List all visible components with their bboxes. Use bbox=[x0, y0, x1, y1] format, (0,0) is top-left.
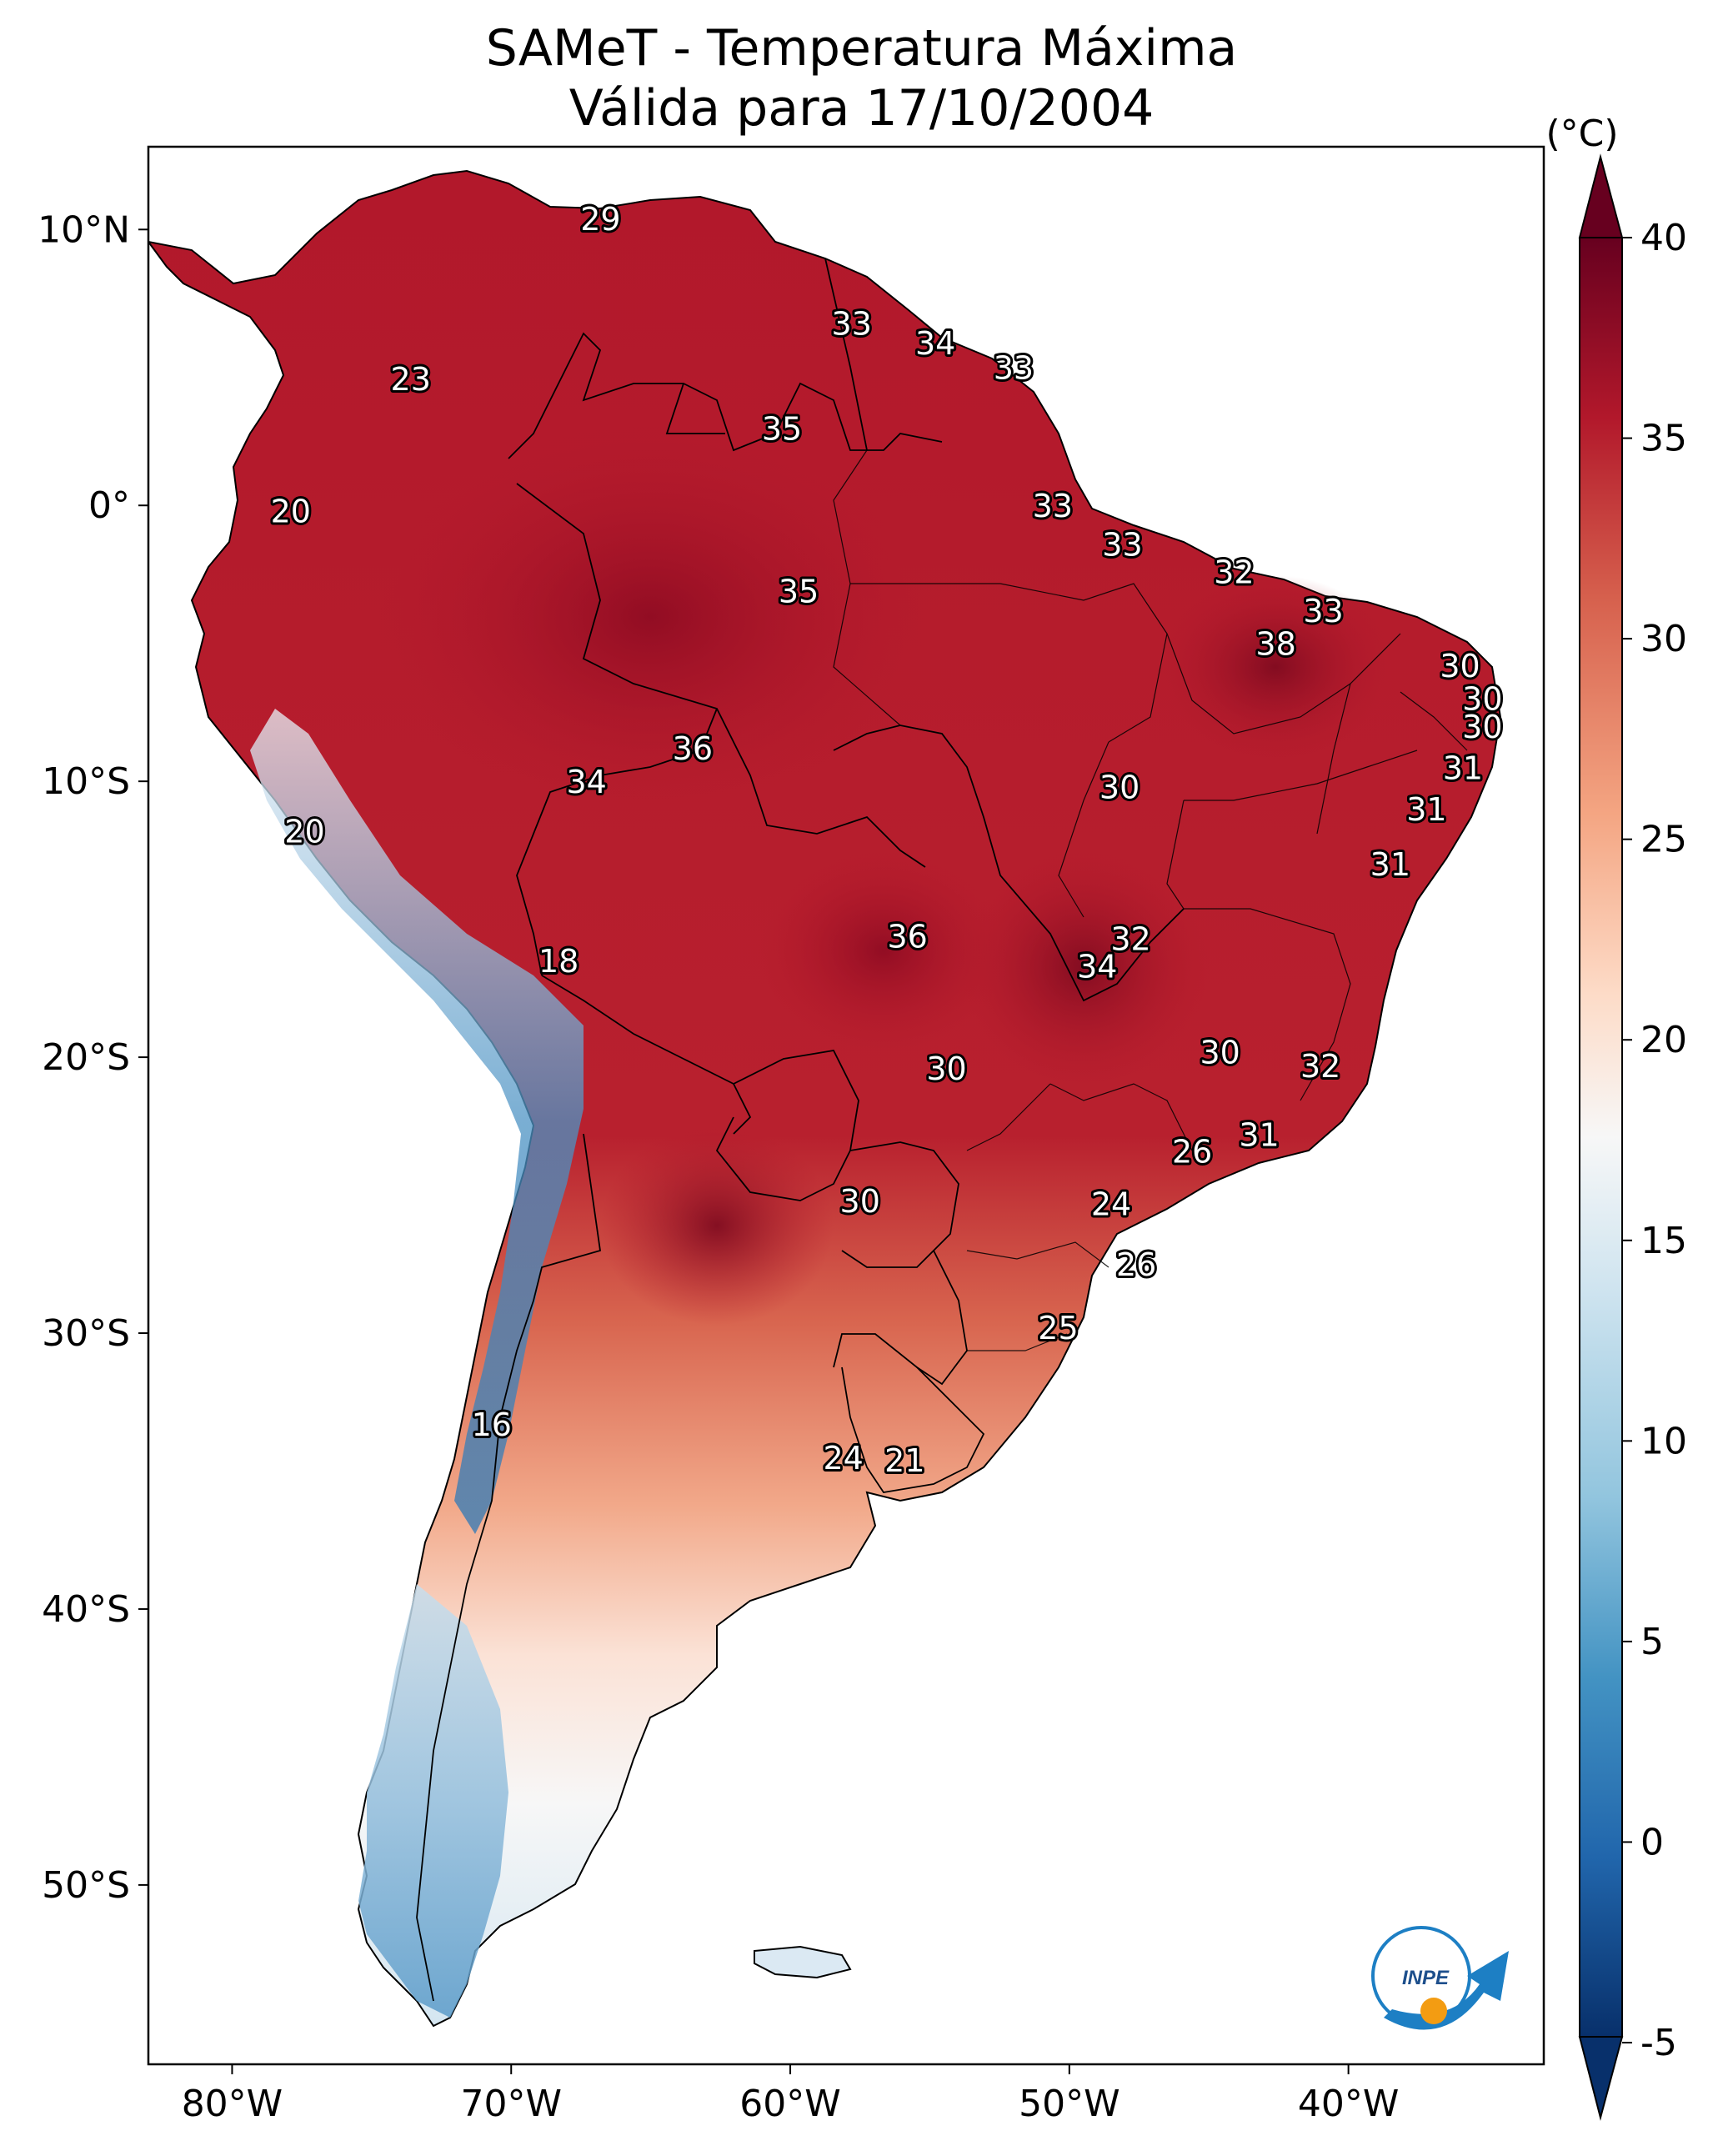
contour-label: 33 bbox=[832, 306, 872, 343]
colorbar-ticks: 40 35 30 25 20 15 10 5 0 -5 bbox=[1622, 217, 1687, 2064]
contour-label: 16 bbox=[472, 1406, 512, 1443]
contour-label: 33 bbox=[994, 350, 1034, 387]
colorbar-tick-label: 35 bbox=[1640, 418, 1687, 460]
contour-label: 20 bbox=[271, 494, 311, 530]
contour-label: 35 bbox=[779, 574, 819, 610]
contour-label: 30 bbox=[1462, 681, 1502, 718]
falkland-islands bbox=[754, 1945, 852, 1979]
contour-label: 31 bbox=[1406, 791, 1446, 828]
contour-label: 30 bbox=[1440, 648, 1480, 684]
contour-label: 18 bbox=[538, 943, 579, 980]
contour-label: 31 bbox=[1239, 1117, 1279, 1154]
contour-label: 32 bbox=[1214, 554, 1254, 590]
contour-label: 38 bbox=[1255, 625, 1295, 662]
lat-tick-label: 50°S bbox=[42, 1864, 130, 1907]
inpe-logo: INPE bbox=[1371, 1926, 1509, 2030]
logo-arrow-icon bbox=[1384, 1951, 1509, 2030]
contour-label: 30 bbox=[1099, 770, 1139, 806]
colorbar-tick-label: 40 bbox=[1640, 217, 1687, 259]
colorbar-tick-label: 25 bbox=[1640, 819, 1687, 861]
temperature-field bbox=[148, 147, 1544, 2064]
lon-tick-label: 70°W bbox=[460, 2083, 562, 2125]
contour-label: 33 bbox=[1102, 526, 1142, 563]
lat-tick-label: 30°S bbox=[42, 1312, 130, 1355]
colorbar-tick-label: 0 bbox=[1640, 1821, 1664, 1863]
patagonia-cool-band bbox=[358, 1584, 508, 2018]
contour-label: 31 bbox=[1370, 846, 1410, 883]
colorbar-unit: (°C) bbox=[1545, 113, 1618, 155]
title-line-2: Válida para 17/10/2004 bbox=[568, 79, 1155, 138]
colorbar-tick-label: -5 bbox=[1640, 2022, 1677, 2064]
contour-label: 20 bbox=[284, 814, 324, 850]
longitude-ticks: 80°W 70°W 60°W 50°W 40°W bbox=[182, 2064, 1400, 2125]
logo-text: INPE bbox=[1402, 1967, 1450, 1989]
contour-label: 34 bbox=[1077, 949, 1117, 985]
colorbar-scale bbox=[1579, 237, 1623, 2038]
contour-label: 31 bbox=[1443, 750, 1483, 786]
contour-label: 35 bbox=[762, 410, 802, 447]
contour-label: 34 bbox=[566, 764, 606, 800]
lat-tick-label: 40°S bbox=[42, 1588, 130, 1631]
colorbar-tick-label: 20 bbox=[1640, 1019, 1687, 1061]
lon-tick-label: 60°W bbox=[739, 2083, 841, 2125]
colorbar-tick-label: 5 bbox=[1640, 1621, 1664, 1663]
map-title: SAMeT - Temperatura Máxima Válida para 1… bbox=[0, 18, 1723, 138]
lat-tick-label: 10°S bbox=[42, 760, 130, 803]
colorbar-tick-label: 10 bbox=[1640, 1420, 1687, 1462]
lat-tick-label: 20°S bbox=[42, 1036, 130, 1079]
contour-label: 36 bbox=[673, 730, 713, 767]
contour-label: 33 bbox=[1033, 488, 1073, 524]
lon-tick-label: 40°W bbox=[1298, 2083, 1400, 2125]
contour-label: 32 bbox=[1300, 1048, 1340, 1085]
contour-label: 36 bbox=[887, 918, 927, 955]
logo-sun-icon bbox=[1420, 1998, 1447, 2024]
lon-tick-label: 80°W bbox=[182, 2083, 283, 2125]
colorbar: (°C) 40 35 30 25 20 15 10 5 0 -5 bbox=[1545, 113, 1687, 2121]
contour-label: 25 bbox=[1038, 1310, 1078, 1346]
colorbar-max-arrow bbox=[1578, 153, 1624, 238]
colorbar-tick-label: 30 bbox=[1640, 618, 1687, 660]
contour-label: 26 bbox=[1172, 1133, 1212, 1170]
contour-label: 30 bbox=[1462, 709, 1502, 745]
contour-label: 33 bbox=[1303, 593, 1343, 629]
contour-label: 26 bbox=[1116, 1246, 1156, 1283]
country-borders bbox=[416, 258, 1185, 2002]
lon-tick-label: 50°W bbox=[1019, 2083, 1120, 2125]
contour-label: 24 bbox=[823, 1440, 863, 1477]
latitude-ticks: 10°N 0° 10°S 20°S 30°S 40°S 50°S bbox=[38, 208, 148, 1907]
title-line-1: SAMeT - Temperatura Máxima bbox=[485, 19, 1238, 78]
contour-label: 30 bbox=[1200, 1034, 1240, 1070]
contour-label: 30 bbox=[840, 1183, 880, 1220]
contour-label: 30 bbox=[926, 1050, 966, 1087]
lat-tick-label: 0° bbox=[88, 484, 130, 527]
map-frame bbox=[147, 145, 1545, 2066]
colorbar-min-arrow bbox=[1578, 2036, 1624, 2121]
contour-label: 23 bbox=[391, 361, 431, 398]
andes-cool-band bbox=[250, 709, 584, 1534]
contour-label: 34 bbox=[915, 325, 955, 362]
contour-label: 32 bbox=[1110, 921, 1150, 958]
state-borders bbox=[833, 449, 1468, 1351]
contour-label: 21 bbox=[884, 1442, 924, 1479]
lat-tick-label: 10°N bbox=[38, 208, 130, 251]
contour-label: 24 bbox=[1091, 1186, 1131, 1222]
contour-label: 29 bbox=[580, 201, 620, 238]
colorbar-tick-label: 15 bbox=[1640, 1220, 1687, 1262]
